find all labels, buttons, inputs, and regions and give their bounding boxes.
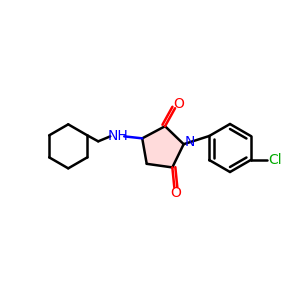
- Text: N: N: [184, 135, 195, 149]
- Polygon shape: [142, 126, 184, 167]
- Text: O: O: [170, 186, 181, 200]
- Text: O: O: [174, 97, 184, 111]
- Text: Cl: Cl: [268, 153, 282, 167]
- Text: NH: NH: [108, 129, 129, 143]
